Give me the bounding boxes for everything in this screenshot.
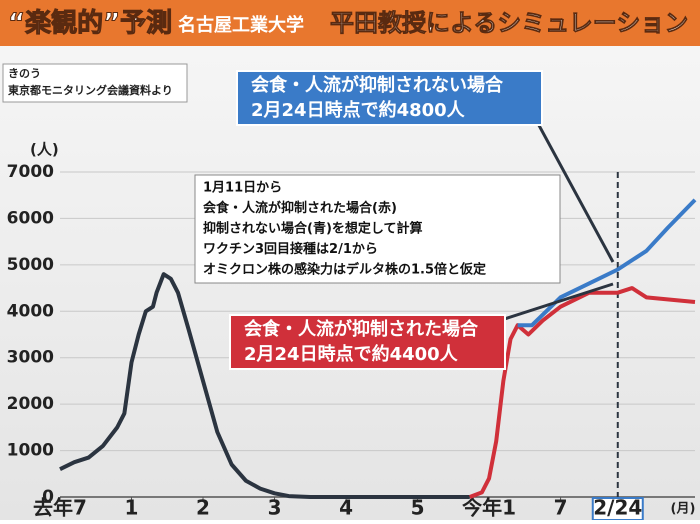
title-main: “楽観的”予測 <box>8 8 172 39</box>
source-box <box>2 63 188 103</box>
x-unit: (月) <box>671 502 696 517</box>
callout-line: 会食・人流が抑制されない場合 <box>251 74 504 96</box>
series-line <box>517 198 697 328</box>
x-tick-label: 1 <box>125 496 139 520</box>
source-line: 東京都モニタリング会議資料より <box>8 83 173 97</box>
y-tick-label: 3000 <box>7 348 54 368</box>
note-line: 抑制されない場合(青)を想定して計算 <box>203 221 423 237</box>
callout-box <box>229 314 506 370</box>
notes-box <box>194 174 561 284</box>
note-line: 1月11日から <box>203 181 282 196</box>
series-line <box>59 272 470 499</box>
x-tick-label: 4 <box>339 496 353 520</box>
source-line: きのう <box>8 67 41 80</box>
callout-line: 会食・人流が抑制された場合 <box>244 318 479 340</box>
y-tick-label: 7000 <box>7 162 54 182</box>
callout-pointer <box>494 282 614 324</box>
y-tick-label: 2000 <box>7 394 54 414</box>
y-tick-label: 0 <box>42 487 54 507</box>
x-tick-label: 今年1 <box>462 496 516 520</box>
y-unit: (人) <box>30 141 59 159</box>
y-tick-label: 1000 <box>7 441 54 461</box>
x-tick-label: 去年7 <box>33 496 87 520</box>
y-tick-label: 5000 <box>7 255 54 275</box>
note-line: オミクロン株の感染力はデルタ株の1.5倍と仮定 <box>203 262 486 278</box>
x-tick-label: 3 <box>268 496 282 520</box>
x-tick-label: 5 <box>411 496 425 520</box>
x-tick-label: 7 <box>554 496 568 520</box>
y-tick-label: 4000 <box>7 301 54 321</box>
note-line: 会食・人流が抑制された場合(赤) <box>203 200 397 216</box>
note-line: ワクチン3回目接種は2/1から <box>203 241 378 257</box>
title-sub: 平田教授によるシミュレーション <box>330 9 688 37</box>
marker-label: 2/24 <box>593 496 642 520</box>
title-banner <box>0 0 700 46</box>
callout-line: 2月24日時点で約4400人 <box>244 343 459 365</box>
plot: (人) 0 1000 2000 3000 4000 5000 6000 7000 去年7 1 2 3 4 5… <box>7 141 697 521</box>
title-org: 名古屋工業大学 <box>178 14 304 36</box>
series-line <box>469 286 696 499</box>
y-tick-label: 6000 <box>7 208 54 228</box>
callout-line: 2月24日時点で約4800人 <box>251 99 466 121</box>
callout-pointer <box>533 117 615 263</box>
x-tick-label: 2 <box>196 496 210 520</box>
callout-box <box>236 70 543 126</box>
